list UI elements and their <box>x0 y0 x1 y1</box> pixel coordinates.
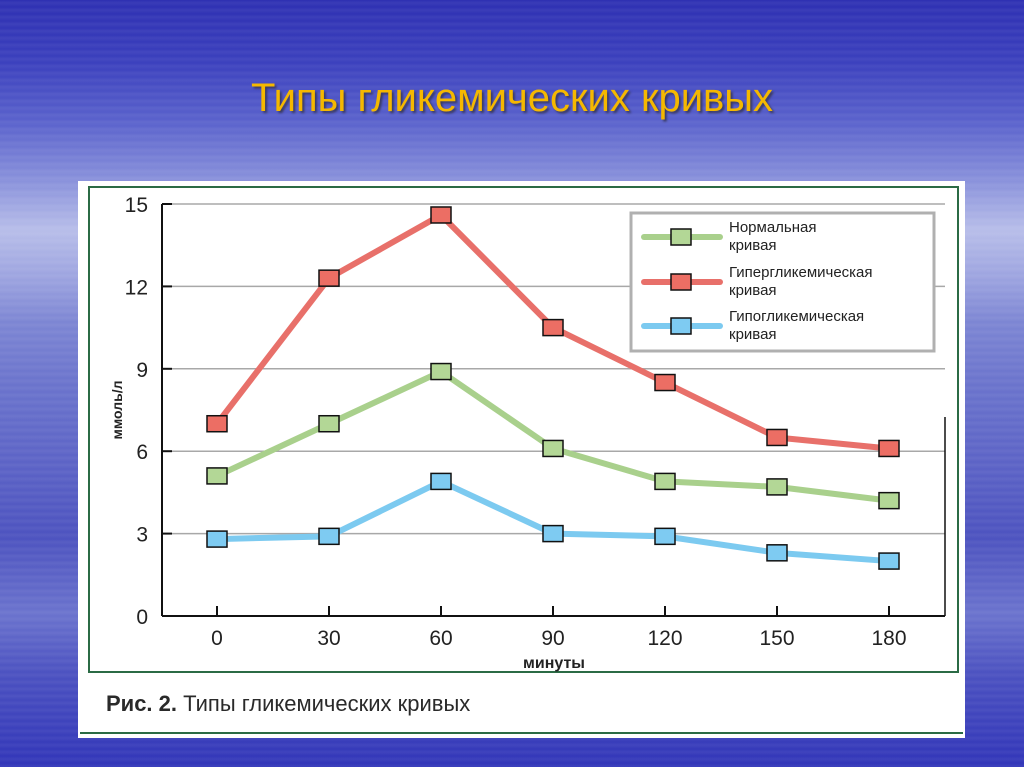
data-point-marker <box>430 362 452 381</box>
x-tick-label: 0 <box>211 627 223 650</box>
figure-caption: Рис. 2. Типы гликемических кривых <box>106 691 470 717</box>
hypoglycemic-curve <box>206 472 900 570</box>
data-series <box>206 206 900 570</box>
x-tick-label: 90 <box>541 627 564 650</box>
y-axis-label: ммоль/л <box>109 380 125 439</box>
data-point-marker <box>766 478 788 496</box>
x-axis-label: минуты <box>523 655 585 672</box>
legend: НормальнаякриваяГипергликемическаякривая… <box>629 211 936 353</box>
data-point-marker <box>206 467 228 485</box>
data-point-marker <box>430 472 452 491</box>
x-tick-label: 30 <box>317 627 340 650</box>
legend-label-line2: кривая <box>729 282 777 299</box>
data-point-marker <box>318 527 340 546</box>
slide-title: Типы гликемических кривых <box>250 76 774 120</box>
x-tick-label: 180 <box>871 627 906 650</box>
chart-frame <box>88 186 959 673</box>
data-point-marker <box>318 414 340 433</box>
figure-panel: 0 3 6 9 12 15 0 30 60 90 120 150 180 ммоль/л минуты… <box>78 181 965 738</box>
data-point-marker <box>542 439 564 458</box>
legend-label-line1: Гипогликемическая <box>729 308 864 325</box>
x-tick-label: 60 <box>429 627 452 650</box>
data-point-marker <box>654 472 676 491</box>
data-point-marker <box>766 544 788 562</box>
data-point-marker <box>654 373 676 392</box>
normal-curve <box>206 362 900 510</box>
y-axis-ticks: 0 3 6 9 12 15 <box>125 194 172 629</box>
y-tick-label: 12 <box>125 276 148 299</box>
bottom-rule <box>80 732 963 734</box>
data-point-marker <box>542 318 564 337</box>
data-point-marker <box>766 428 788 447</box>
y-tick-label: 6 <box>136 441 148 464</box>
data-point-marker <box>430 206 452 224</box>
legend-label-line2: кривая <box>729 326 777 343</box>
y-tick-label: 0 <box>136 606 148 629</box>
legend-marker <box>670 273 692 291</box>
x-tick-label: 120 <box>647 627 682 650</box>
hyperglycemic-curve <box>206 206 900 458</box>
y-tick-label: 15 <box>125 194 148 217</box>
glycemic-curves-chart: 0 3 6 9 12 15 0 30 60 90 120 150 180 ммоль/л минуты… <box>109 194 946 672</box>
legend-marker <box>670 228 692 246</box>
hypoglycemic-curve-line <box>216 478 890 565</box>
caption-text: Типы гликемических кривых <box>183 691 471 716</box>
data-point-marker <box>654 527 676 546</box>
data-point-marker <box>878 552 900 570</box>
data-point-marker <box>878 439 900 458</box>
data-point-marker <box>878 491 900 510</box>
data-point-marker <box>542 524 564 543</box>
y-tick-label: 9 <box>136 359 148 382</box>
legend-label-line2: кривая <box>729 237 777 254</box>
caption-prefix: Рис. 2. <box>106 691 178 716</box>
data-point-marker <box>206 414 228 433</box>
data-point-marker <box>318 269 340 287</box>
x-tick-label: 150 <box>759 627 794 650</box>
data-point-marker <box>206 530 228 548</box>
y-tick-label: 3 <box>136 524 148 547</box>
legend-label-line1: Нормальная <box>729 219 817 236</box>
legend-label-line1: Гипергликемическая <box>729 264 873 281</box>
legend-marker <box>670 317 692 335</box>
x-axis-ticks: 0 30 60 90 120 150 180 <box>211 606 907 650</box>
